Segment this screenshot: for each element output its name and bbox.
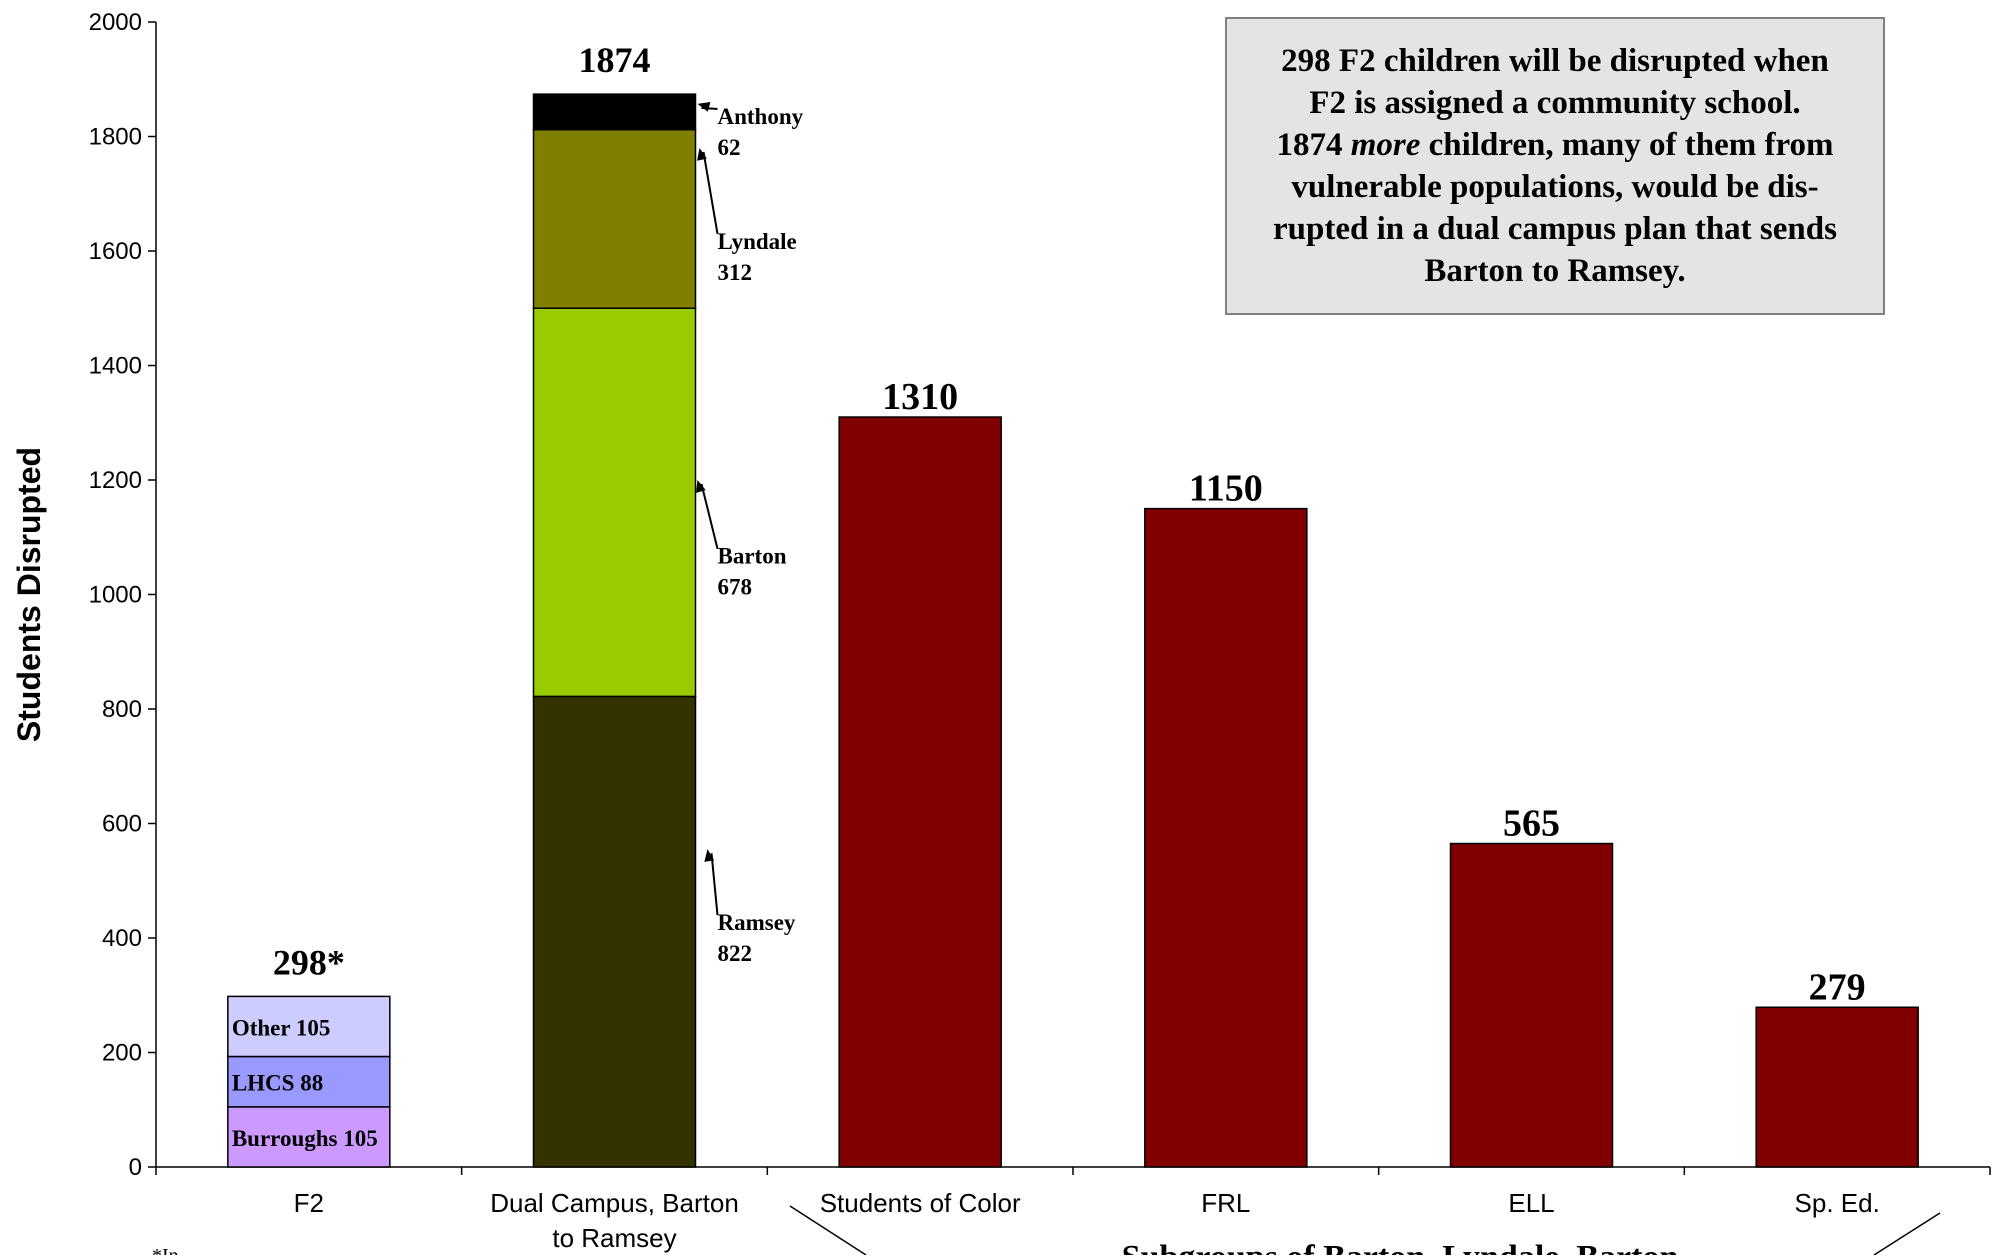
bar	[1755, 1006, 1919, 1168]
callout-emphasis: more	[1350, 127, 1421, 163]
y-tick-label: 1400	[89, 353, 142, 380]
annotation-value-anthony: 62	[718, 135, 741, 160]
bar-segment-anthony	[532, 93, 697, 131]
group-label: Subgroups of Barton, Lyndale, Barton	[1122, 1239, 1679, 1255]
annotation-line-barton	[700, 483, 719, 549]
annotation-name-lyndale: Lyndale	[718, 229, 797, 254]
data-label: 1150	[1189, 468, 1263, 510]
y-tick-label: 200	[102, 1040, 142, 1067]
annotation-name-barton: Barton	[718, 544, 787, 569]
footnote: *In ...	[152, 1245, 199, 1255]
annotation-line-ramsey	[710, 853, 719, 916]
data-label: 279	[1809, 966, 1866, 1008]
y-tick-label: 800	[102, 696, 142, 723]
group-bracket-left	[789, 1205, 867, 1256]
bar-segment-lhcs	[227, 1055, 391, 1108]
total-label: 298*	[273, 942, 345, 982]
bar-segment-lyndale	[532, 128, 697, 309]
x-tick-label: Students of Color	[820, 1188, 1021, 1218]
annotation-arrow-lyndale	[697, 147, 707, 161]
callout-line-2: F2 is assigned a community school.	[1309, 85, 1801, 121]
bar	[1144, 507, 1308, 1168]
callout-line-3a: 1874	[1276, 127, 1351, 163]
callout-line-4: vulnerable populations, would be dis-	[1291, 169, 1819, 205]
y-tick-label: 600	[102, 811, 142, 838]
y-tick-label: 1200	[89, 467, 142, 494]
annotation-name-ramsey: Ramsey	[718, 910, 796, 935]
x-tick-label: ELL	[1508, 1188, 1554, 1218]
total-label: 1874	[579, 40, 651, 80]
callout-line-3: 1874 more children, many of them from	[1273, 124, 1837, 166]
data-label: 565	[1503, 803, 1560, 845]
data-label: 1310	[882, 376, 958, 418]
annotation-arrow-ramsey	[704, 849, 715, 862]
y-tick-label: 1000	[89, 582, 142, 609]
y-tick-label: 2000	[89, 9, 142, 36]
callout-line-3b: children, many of them from	[1420, 127, 1834, 163]
bar	[838, 416, 1002, 1168]
segment-label-burroughs: Burroughs 105	[232, 1126, 378, 1151]
bar	[1449, 842, 1614, 1168]
annotation-value-ramsey: 822	[718, 941, 753, 966]
bar-segment-barton	[532, 307, 697, 698]
bar-segment-ramsey	[532, 695, 697, 1168]
x-tick-label: F2	[294, 1188, 324, 1218]
y-tick-label: 400	[102, 925, 142, 952]
y-tick-label: 0	[129, 1154, 142, 1181]
annotation-value-barton: 678	[718, 575, 753, 600]
x-tick-label: Sp. Ed.	[1795, 1188, 1880, 1218]
callout-line-1: 298 F2 children will be disrupted when	[1281, 43, 1829, 79]
segment-label-lhcs: LHCS 88	[232, 1071, 323, 1096]
bar-segment-other	[227, 995, 391, 1058]
segment-label-other: Other 105	[232, 1015, 331, 1040]
y-axis-title: Students Disrupted	[11, 447, 47, 742]
annotation-arrow-barton	[696, 480, 706, 493]
annotation-arrow-anthony	[697, 102, 711, 112]
callout-line-6: Barton to Ramsey.	[1424, 253, 1686, 289]
x-tick-label: FRL	[1201, 1188, 1250, 1218]
annotation-line-lyndale	[702, 151, 719, 234]
group-bracket-right	[1873, 1212, 1941, 1256]
annotation-name-anthony: Anthony	[718, 104, 804, 129]
y-tick-label: 1800	[89, 124, 142, 151]
bar-segment-burroughs	[227, 1106, 391, 1168]
y-tick-label: 1600	[89, 238, 142, 265]
callout-box: 298 F2 children will be disrupted when F…	[1225, 17, 1885, 315]
annotation-value-lyndale: 312	[718, 260, 753, 285]
x-tick-label: Dual Campus, Barton to Ramsey	[490, 1188, 739, 1253]
callout-line-5: rupted in a dual campus plan that sends	[1273, 211, 1837, 247]
